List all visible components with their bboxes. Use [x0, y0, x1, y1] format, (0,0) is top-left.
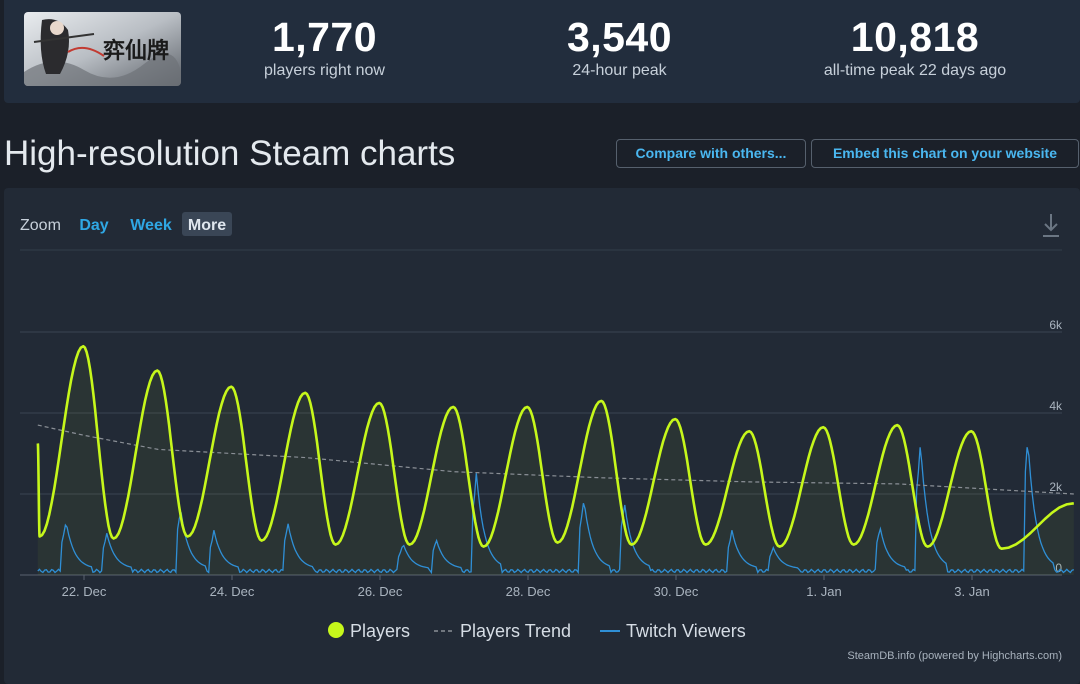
- peak-24h-label: 24-hour peak: [572, 62, 667, 79]
- download-icon[interactable]: [1043, 214, 1059, 237]
- zoom-week-button[interactable]: Week: [130, 217, 172, 234]
- zoom-more-button[interactable]: More: [188, 217, 226, 234]
- stats-bar: 弈仙牌 1,770 players right now 3,540 24-hou…: [4, 0, 1080, 103]
- current-players-label: players right now: [264, 62, 385, 79]
- x-tick-label: 30. Dec: [654, 584, 699, 599]
- legend: Players Players Trend Twitch Viewers: [328, 621, 746, 641]
- players-area: [37, 346, 1074, 575]
- x-tick-label: 3. Jan: [954, 584, 989, 599]
- stat-all-time-peak: 10,818 all-time peak 22 days ago: [800, 14, 1030, 82]
- y-axis: 0 2k 4k 6k: [1049, 318, 1063, 575]
- legend-twitch-label: Twitch Viewers: [626, 621, 746, 641]
- zoom-label: Zoom: [20, 217, 61, 234]
- x-tick-label: 28. Dec: [506, 584, 551, 599]
- compare-button[interactable]: Compare with others...: [616, 139, 806, 168]
- legend-item-players[interactable]: Players: [328, 621, 410, 641]
- legend-trend-label: Players Trend: [460, 621, 571, 641]
- stat-current-players: 1,770 players right now: [232, 14, 417, 82]
- twitch-viewers-line: [37, 447, 1075, 575]
- y-tick-label: 2k: [1049, 480, 1063, 494]
- chart-grid: [20, 331, 1062, 576]
- all-time-peak-value: 10,818: [850, 14, 980, 60]
- legend-players-marker: [328, 622, 344, 638]
- chart-series: [36, 344, 1075, 575]
- current-players-value: 1,770: [271, 14, 378, 60]
- chart-credits[interactable]: SteamDB.info (powered by Highcharts.com): [847, 650, 1062, 662]
- legend-item-twitch-viewers[interactable]: Twitch Viewers: [600, 621, 746, 641]
- game-header-image[interactable]: 弈仙牌: [24, 12, 181, 86]
- all-time-peak-label: all-time peak 22 days ago: [823, 62, 1007, 79]
- legend-players-label: Players: [350, 621, 410, 641]
- chart-panel: [4, 188, 1080, 684]
- x-tick-label: 26. Dec: [358, 584, 403, 599]
- y-tick-label: 0: [1055, 561, 1062, 575]
- y-tick-label: 6k: [1049, 318, 1063, 332]
- game-art: 弈仙牌: [24, 12, 181, 86]
- peak-24h-value: 3,540: [566, 14, 673, 60]
- players-line: [36, 344, 1074, 550]
- x-axis: 22. Dec 24. Dec 26. Dec 28. Dec 30. Dec 1. Ja…: [62, 575, 990, 599]
- zoom-day-button[interactable]: Day: [79, 217, 108, 234]
- players-trend-line: [37, 424, 1074, 495]
- embed-chart-button[interactable]: Embed this chart on your website: [811, 139, 1079, 168]
- x-tick-label: 24. Dec: [210, 584, 255, 599]
- x-tick-label: 1. Jan: [806, 584, 841, 599]
- game-logo-text: 弈仙牌: [103, 38, 169, 64]
- page-title: High-resolution Steam charts: [4, 134, 456, 173]
- zoom-selected-highlight: [182, 212, 232, 236]
- x-tick-label: 22. Dec: [62, 584, 107, 599]
- legend-item-players-trend[interactable]: Players Trend: [434, 621, 571, 641]
- y-tick-label: 4k: [1049, 399, 1063, 413]
- stat-24h-peak: 3,540 24-hour peak: [527, 14, 712, 82]
